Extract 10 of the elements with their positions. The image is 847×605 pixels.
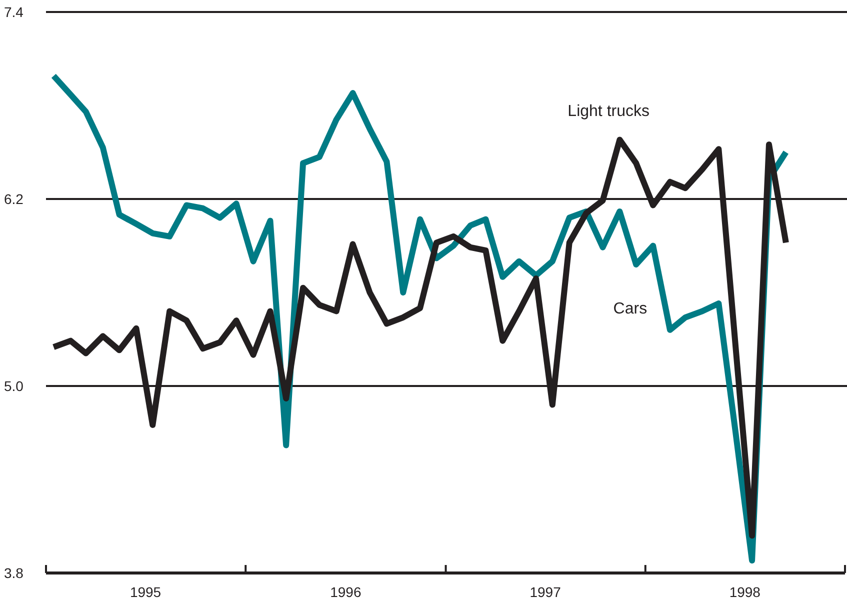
y-tick-label: 6.2 xyxy=(4,190,24,207)
x-tick-label: 1995 xyxy=(130,584,162,600)
series-label: Cars xyxy=(613,300,648,318)
y-tick-label: 3.8 xyxy=(4,564,24,581)
series-label: Light trucks xyxy=(568,102,650,120)
y-tick-label: 5.0 xyxy=(4,378,24,394)
x-tick-label: 1996 xyxy=(330,584,362,600)
x-tick-label: 1998 xyxy=(729,584,761,600)
x-tick-label: 1997 xyxy=(530,584,562,600)
y-tick-label: 7.4 xyxy=(4,4,24,20)
